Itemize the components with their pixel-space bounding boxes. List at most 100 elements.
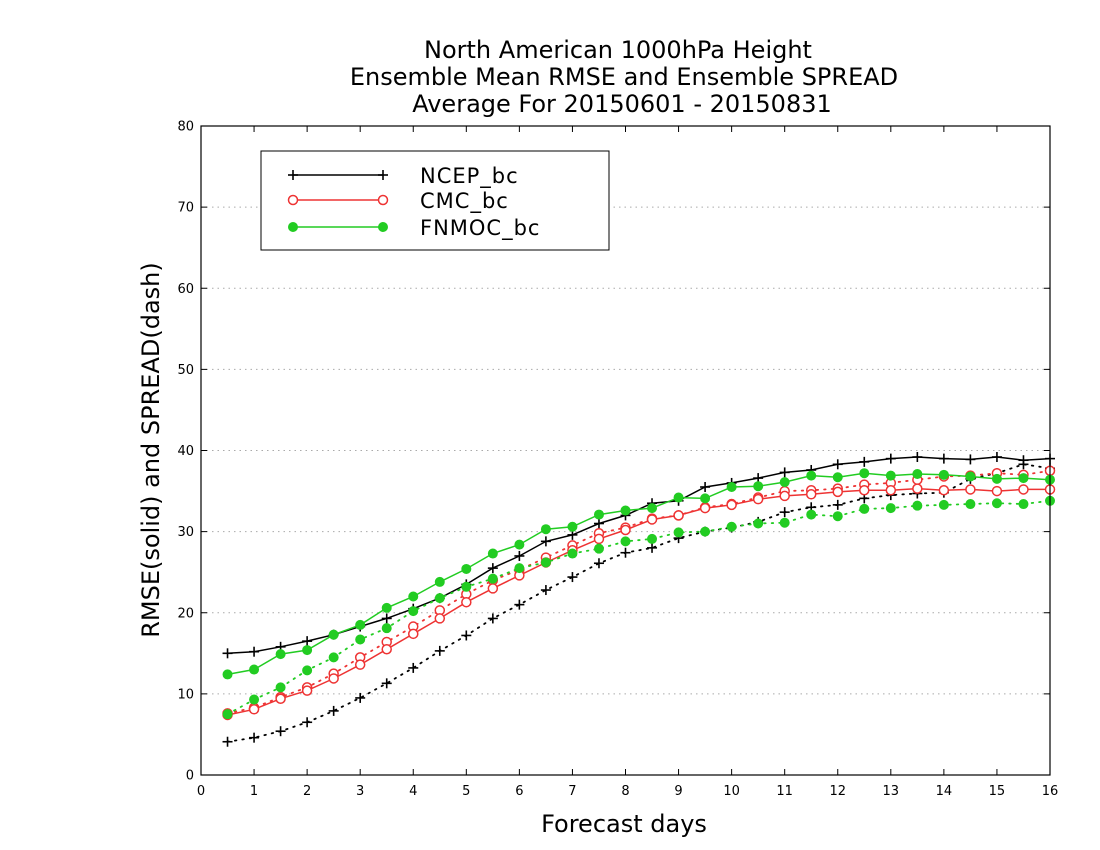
rmse-point [806,470,817,481]
spread-point [461,581,472,592]
legend-marker [287,194,299,206]
rmse-point [700,482,711,493]
rmse-point [912,483,923,494]
x-tick-label: 10 [723,784,740,799]
rmse-point [593,533,605,545]
rmse-point [328,673,339,684]
rmse-point [540,536,551,547]
rmse-point [1018,484,1029,495]
spread-point [540,557,551,568]
rmse-point [885,470,896,481]
rmse-point [302,645,313,656]
spread-point [965,499,976,510]
y-tick-label: 60 [177,282,194,297]
rmse-point [991,473,1002,484]
spread-point [355,692,366,703]
legend-marker [287,221,298,232]
spread-point [434,593,445,604]
x-tick-label: 8 [621,784,629,799]
legend-item: CMC_bc [287,189,508,214]
y-axis-label: RMSE(solid) and SPREAD(dash) [137,262,165,638]
spread-point [302,665,313,676]
x-tick-label: 11 [776,784,793,799]
series-ncep-bc [222,451,1055,747]
rmse-point [779,477,790,488]
rmse-point [965,454,976,465]
spread-point [222,736,233,747]
rmse-point [1018,473,1029,484]
rmse-point [885,485,897,496]
spread-point [249,732,260,743]
rmse-point [461,563,472,574]
spread-point [726,521,737,532]
y-tick-label: 50 [177,363,194,378]
rmse-point [700,493,711,504]
rmse-point [461,596,472,608]
spread-point [673,527,684,538]
y-tick-label: 20 [177,606,194,621]
spread-line [226,499,1051,716]
rmse-point [832,459,843,470]
rmse-point [249,646,260,657]
rmse-point [487,563,498,574]
chart-title-line-3: Average For 20150601 - 20150831 [412,90,832,118]
rmse-point [938,469,949,480]
rmse-point [1018,455,1029,466]
rmse-point [540,524,551,535]
spread-point [408,662,419,673]
spread-point [647,542,658,553]
rmse-point [647,503,658,514]
rmse-point [593,509,604,520]
spread-point [620,547,631,558]
y-tick-label: 70 [177,201,194,216]
rmse-point [965,484,976,495]
rmse-point [249,664,260,675]
rmse-point [805,489,817,500]
spread-point [275,682,286,693]
rmse-point [222,648,233,659]
rmse-point [301,685,313,696]
rmse-point [859,456,870,467]
x-tick-label: 2 [303,784,311,799]
spread-point [647,533,658,544]
spread-point [514,563,525,574]
rmse-point [753,481,764,492]
x-tick-label: 13 [883,784,900,799]
spread-line [226,463,1051,743]
grid [201,206,1050,695]
spread-point [434,645,445,656]
rmse-point [991,451,1002,462]
y-tick-label: 80 [177,120,194,135]
rmse-point [222,669,233,680]
spread-point [408,606,419,617]
legend-marker [378,170,388,180]
rmse-line [227,456,1051,655]
rmse-point [275,693,286,704]
spread-point [567,572,578,583]
spread-point [275,726,286,737]
rmse-point [991,485,1003,497]
spread-point [487,613,498,624]
spread-point [222,709,233,720]
spread-point [381,678,392,689]
y-tick-label: 10 [177,687,194,702]
rmse-point [354,659,366,670]
spread-point [514,599,525,610]
spread-point [381,623,392,634]
spread-point [328,652,339,663]
rmse-point [965,471,976,482]
rmse-point [408,591,419,602]
spread-point [1018,499,1029,510]
rmse-point [673,510,684,521]
rmse-point [673,492,684,503]
spread-point [753,518,764,529]
rmse-point [248,704,260,715]
rmse-point [938,453,949,464]
spread-line [226,469,1051,715]
spread-point [461,630,472,641]
legend-item: NCEP_bc [288,164,518,189]
spread-point [779,517,790,528]
rmse-line [227,487,1050,716]
spread-point [355,634,366,645]
